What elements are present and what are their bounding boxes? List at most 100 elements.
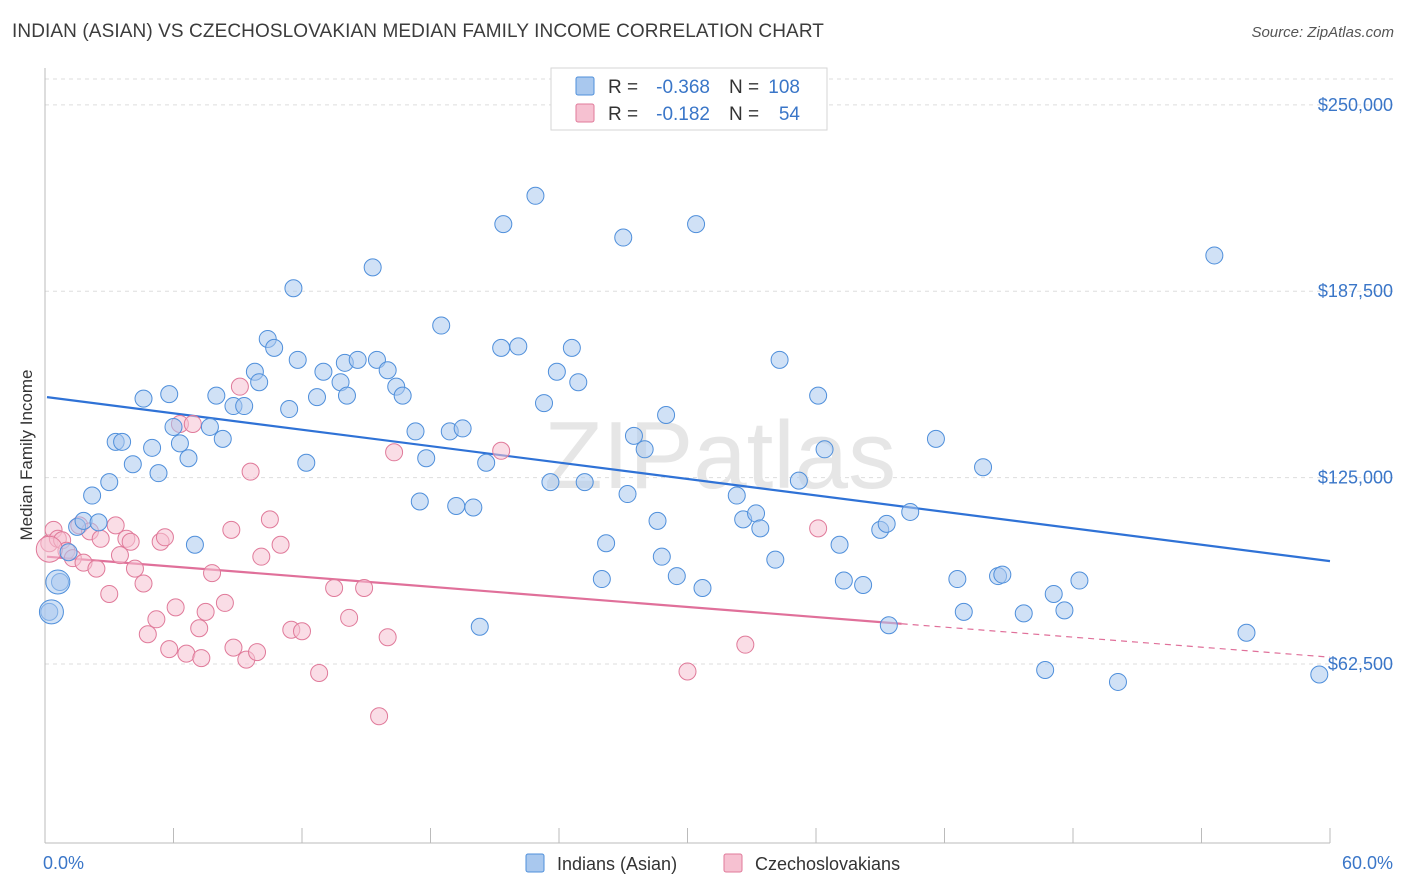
indians-asian-point — [447, 496, 466, 515]
indians-asian-point — [974, 458, 993, 477]
czechoslovakians-point — [177, 644, 196, 663]
indians-asian-point — [948, 570, 967, 589]
indians-asian-point — [1036, 661, 1055, 680]
indians-asian-point — [954, 602, 973, 621]
indians-asian-point — [635, 440, 654, 459]
czechoslovakians-point — [121, 532, 140, 551]
czechoslovakians-point — [155, 528, 174, 547]
czechoslovakians-point — [252, 547, 271, 566]
indians-asian-point — [1310, 665, 1329, 684]
legend-r-label: R = — [608, 104, 638, 125]
czechoslovakians-point — [190, 619, 209, 638]
source-label: Source: ZipAtlas.com — [1251, 24, 1394, 41]
czechoslovakians-point — [224, 638, 243, 657]
czechoslovakians-point — [35, 535, 63, 563]
czechoslovakians-point — [147, 610, 166, 629]
x-tick-label: 60.0% — [1342, 853, 1393, 873]
indians-asian-point — [410, 492, 429, 511]
legend-swatch-indians-asian — [525, 853, 545, 873]
czechoslovakians-point — [310, 663, 329, 682]
indians-asian-point — [213, 429, 232, 448]
czechoslovakians-point — [87, 559, 106, 578]
indians-asian-point — [406, 422, 425, 441]
indians-asian-point — [170, 434, 189, 453]
legend-r-value: -0.368 — [656, 77, 710, 98]
y-tick-label: $125,000 — [1318, 468, 1393, 488]
czechoslovakians-point — [325, 578, 344, 597]
indians-asian-point — [432, 316, 451, 335]
czechoslovakians-points — [35, 377, 828, 726]
indians-asian-point — [179, 449, 198, 468]
watermark: ZIPatlas — [544, 402, 896, 509]
czechoslovakians-point — [809, 519, 828, 538]
indians-asian-point — [667, 567, 686, 586]
indians-asian-point — [535, 394, 554, 413]
indians-asian-point — [687, 215, 706, 234]
indians-asian-point — [494, 215, 513, 234]
indians-asian-points — [38, 186, 1329, 691]
indians-asian-point — [143, 438, 162, 457]
indians-asian-point — [624, 426, 643, 445]
indians-asian-point — [541, 473, 560, 492]
czechoslovakians-point — [678, 662, 697, 681]
czechoslovakians-point — [355, 578, 374, 597]
indians-asian-point — [378, 361, 397, 380]
czechoslovakians-point — [166, 598, 185, 617]
czechoslovakians-point — [125, 559, 144, 578]
indians-asian-point — [280, 400, 299, 419]
tick-labels: $62,500 $125,000 $187,500 $250,000 0.0% 60.0%… — [17, 95, 1393, 873]
trend-lines — [46, 396, 1331, 658]
indians-asian-point — [74, 511, 93, 530]
indians-asian-point — [200, 417, 219, 436]
indians-asian-point — [648, 511, 667, 530]
legend-n-value: 108 — [768, 77, 800, 98]
indians-asian-point — [123, 455, 142, 474]
czechoslovakians-point — [340, 608, 359, 627]
czechoslovakians-point — [192, 649, 211, 668]
czechoslovakians-point — [110, 546, 129, 565]
czechoslovakians-trend-line — [46, 555, 902, 625]
czechoslovakians-point — [215, 593, 234, 612]
indians-asian-point — [747, 504, 766, 523]
indians-asian-point — [453, 419, 472, 438]
indians-asian-point — [83, 486, 102, 505]
indians-asian-point — [657, 406, 676, 425]
indians-asian-point — [307, 388, 326, 407]
indians-asian-point — [592, 570, 611, 589]
indians-asian-point — [1108, 672, 1127, 691]
indians-asian-point — [470, 617, 489, 636]
y-tick-label: $187,500 — [1318, 281, 1393, 301]
czechoslovakians-point — [492, 441, 511, 460]
indians-asian-point — [164, 417, 183, 436]
indians-asian-point — [830, 535, 849, 554]
indians-asian-point — [284, 279, 303, 298]
indians-asian-point — [854, 576, 873, 595]
indians-asian-point — [417, 449, 436, 468]
czechoslovakians-point — [241, 462, 260, 481]
legend-n-label: N = — [729, 104, 759, 125]
czechoslovakians-point — [160, 640, 179, 659]
indians-asian-point — [113, 432, 132, 451]
indians-asian-point — [1070, 571, 1089, 590]
legend-n-value: 54 — [779, 104, 801, 125]
indians-asian-point — [1055, 601, 1074, 620]
indians-asian-point — [477, 453, 496, 472]
legend-label-indians-asian: Indians (Asian) — [557, 854, 677, 874]
y-axis-label: Median Family Income — [17, 369, 36, 540]
bottom-legend: Indians (Asian) Czechoslovakians — [525, 853, 900, 874]
y-tick-label: $62,500 — [1328, 654, 1393, 674]
indians-asian-point — [526, 186, 545, 205]
indians-asian-point — [185, 535, 204, 554]
legend-swatch-czechoslovakians — [723, 853, 743, 873]
indians-asian-point — [652, 547, 671, 566]
indians-asian-point — [337, 386, 356, 405]
correlation-legend: R = -0.368 N = 108 R = -0.182 N = 54 — [550, 67, 828, 131]
indians-asian-point — [809, 386, 828, 405]
indians-asian-point — [562, 338, 581, 357]
indians-asian-point — [393, 386, 412, 405]
indians-asian-point — [297, 453, 316, 472]
indians-asian-point — [348, 350, 367, 369]
indians-asian-point — [363, 258, 382, 277]
czechoslovakians-point — [196, 602, 215, 621]
indians-asian-point — [160, 385, 179, 404]
